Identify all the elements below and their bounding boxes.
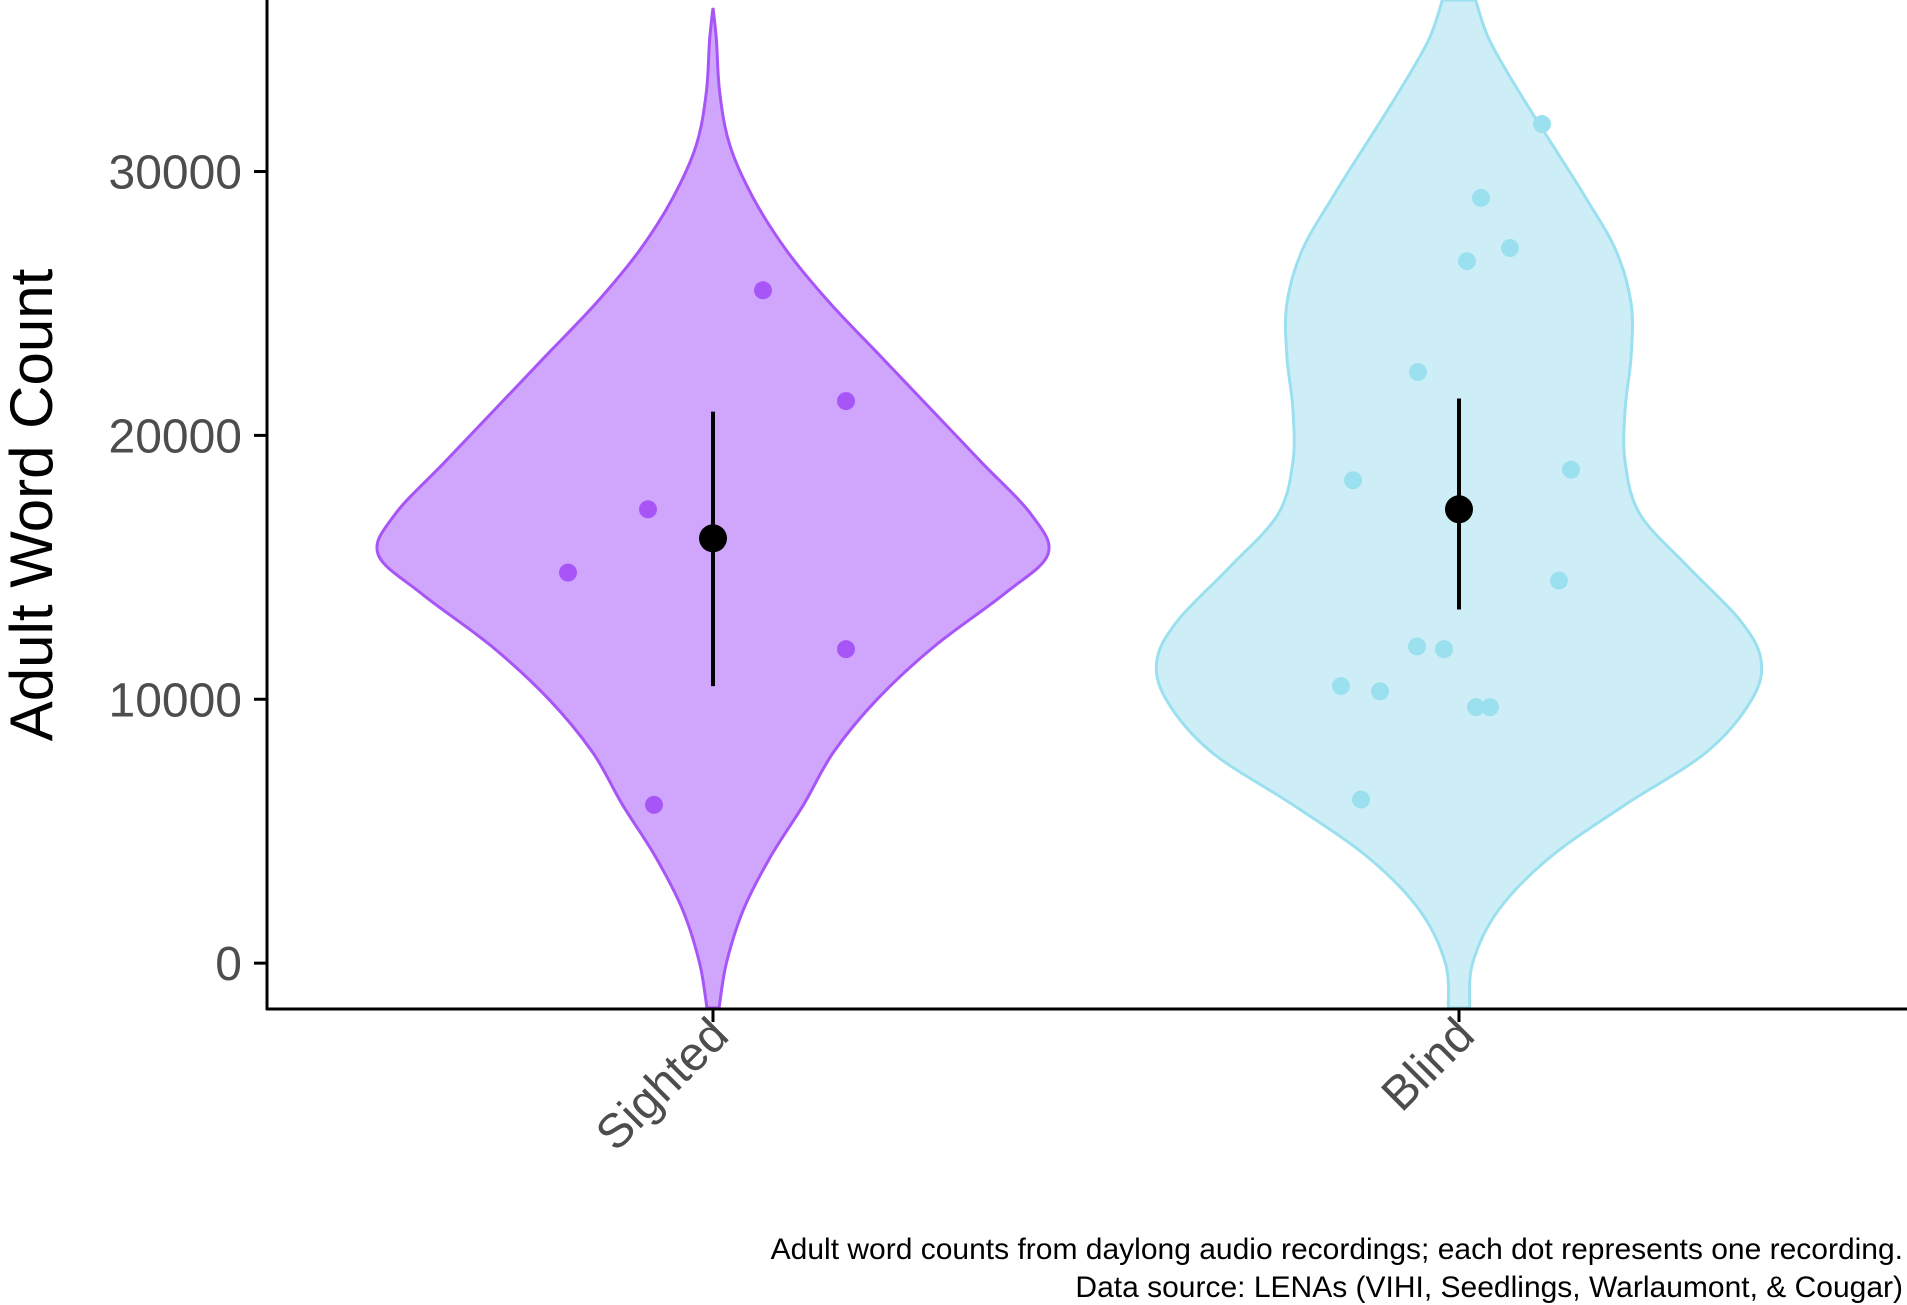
x-tick-label: Sighted	[586, 1008, 739, 1161]
data-point	[1550, 571, 1568, 590]
data-point	[1435, 640, 1453, 659]
data-point	[837, 392, 855, 411]
data-point	[559, 563, 577, 582]
data-point	[1371, 682, 1389, 701]
caption-line-2: Data source: LENAs (VIHI, Seedlings, War…	[1075, 1271, 1903, 1304]
mean-point-blind	[1445, 495, 1473, 524]
data-point	[1467, 698, 1485, 717]
data-point	[1458, 252, 1476, 271]
y-tick-label: 20000	[109, 410, 242, 463]
caption-line-1: Adult word counts from daylong audio rec…	[771, 1233, 1903, 1266]
data-point	[1344, 471, 1362, 490]
data-point	[639, 500, 657, 519]
data-point	[1352, 790, 1370, 809]
data-point	[1481, 698, 1499, 717]
data-point	[1472, 188, 1490, 207]
data-point	[754, 281, 772, 300]
data-point	[837, 640, 855, 659]
y-tick-label: 10000	[109, 674, 242, 727]
data-point	[645, 795, 663, 814]
summary-layer	[699, 398, 1473, 687]
data-point	[1408, 637, 1426, 656]
data-point	[1501, 239, 1519, 258]
data-point	[1533, 115, 1551, 134]
y-tick-label: 0	[215, 938, 242, 991]
y-ticks: 0 10000 20000 30000	[109, 147, 267, 991]
x-tick-label: Blind	[1372, 1008, 1485, 1121]
mean-point-sighted	[699, 524, 727, 553]
data-point	[1562, 460, 1580, 479]
x-ticks: Sighted Blind	[586, 1008, 1485, 1161]
y-tick-label: 30000	[109, 147, 242, 200]
points-layer	[559, 115, 1580, 814]
data-point	[1409, 363, 1427, 382]
data-point	[1332, 677, 1350, 696]
violins-layer	[375, 0, 1764, 1010]
y-axis-title: Adult Word Count	[0, 268, 65, 741]
